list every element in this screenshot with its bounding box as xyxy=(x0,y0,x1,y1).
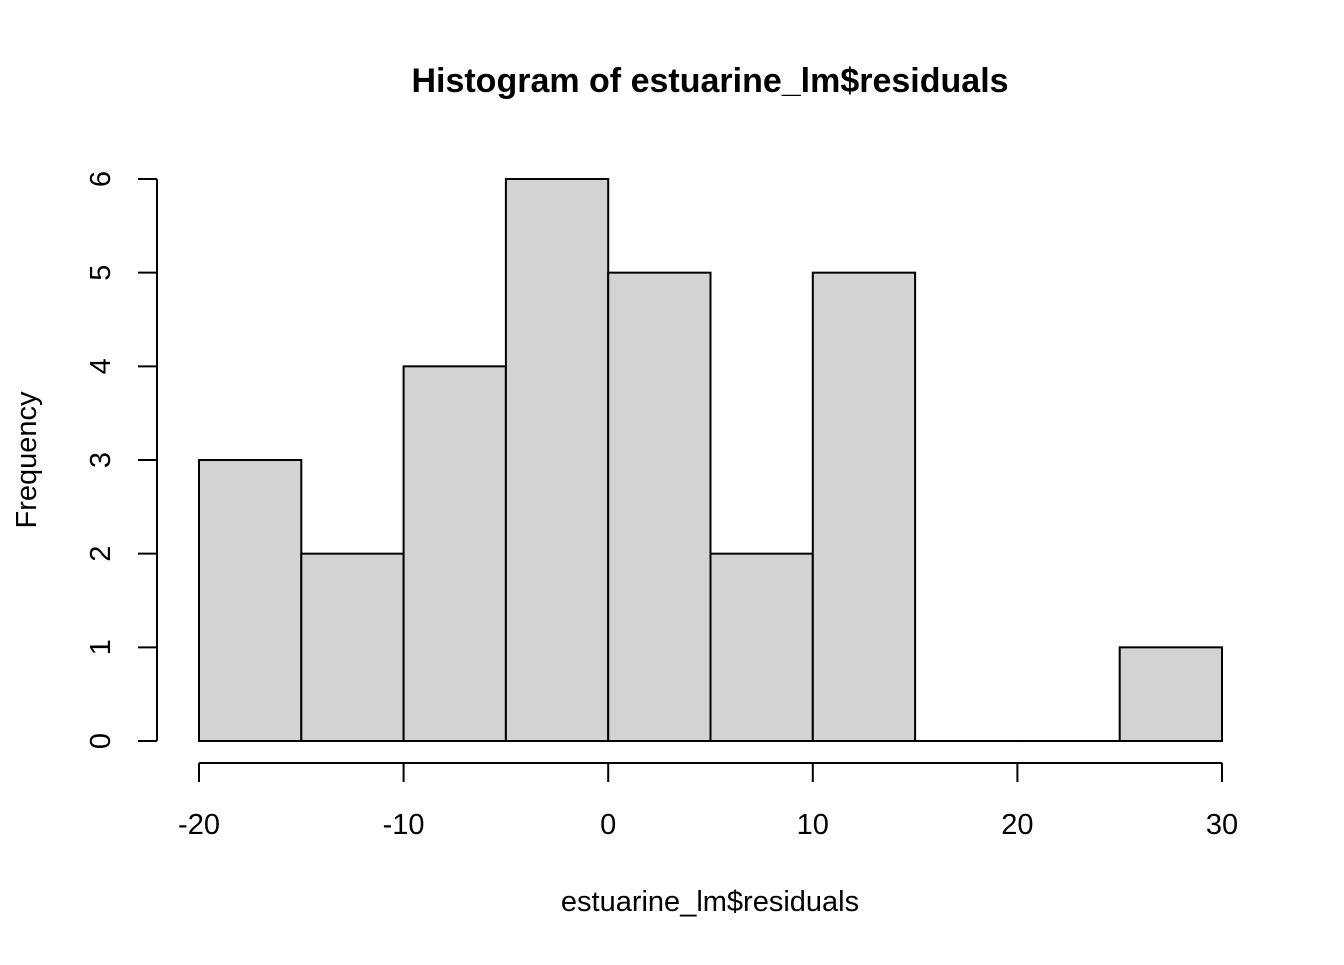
y-tick-label: 4 xyxy=(85,358,117,374)
histogram-bar-2 xyxy=(402,365,507,742)
x-tick-label: 20 xyxy=(1001,809,1033,841)
histogram-bar-0 xyxy=(198,459,303,742)
y-tick-label: 0 xyxy=(85,733,117,749)
y-axis: 0 1 2 3 4 5 6 xyxy=(85,171,158,749)
histogram-bar-6 xyxy=(811,271,917,742)
x-tick-label: 0 xyxy=(600,809,616,841)
x-tick-label: -20 xyxy=(178,809,220,841)
chart-title: Histogram of estuarine_lm$residuals xyxy=(411,62,1008,100)
y-tick-label: 5 xyxy=(85,265,117,281)
histogram-bar-1 xyxy=(300,552,405,743)
y-axis-label: Frequency xyxy=(11,391,43,529)
y-tick-label: 1 xyxy=(85,639,117,655)
y-tick-label: 6 xyxy=(85,171,117,187)
x-tick-label: -10 xyxy=(383,809,425,841)
y-tick-label: 2 xyxy=(85,546,117,562)
histogram-bar-5 xyxy=(709,552,814,743)
histogram-bar-3 xyxy=(504,178,610,742)
x-tick-label: 30 xyxy=(1206,809,1238,841)
x-axis-label: estuarine_lm$residuals xyxy=(561,886,859,918)
histogram-bar-9 xyxy=(1118,646,1223,742)
bars-group xyxy=(198,178,1223,743)
x-tick-label: 10 xyxy=(797,809,829,841)
x-axis: -20 -10 0 10 20 30 xyxy=(178,762,1238,841)
histogram-bar-4 xyxy=(607,271,712,742)
y-tick-label: 3 xyxy=(85,452,117,468)
